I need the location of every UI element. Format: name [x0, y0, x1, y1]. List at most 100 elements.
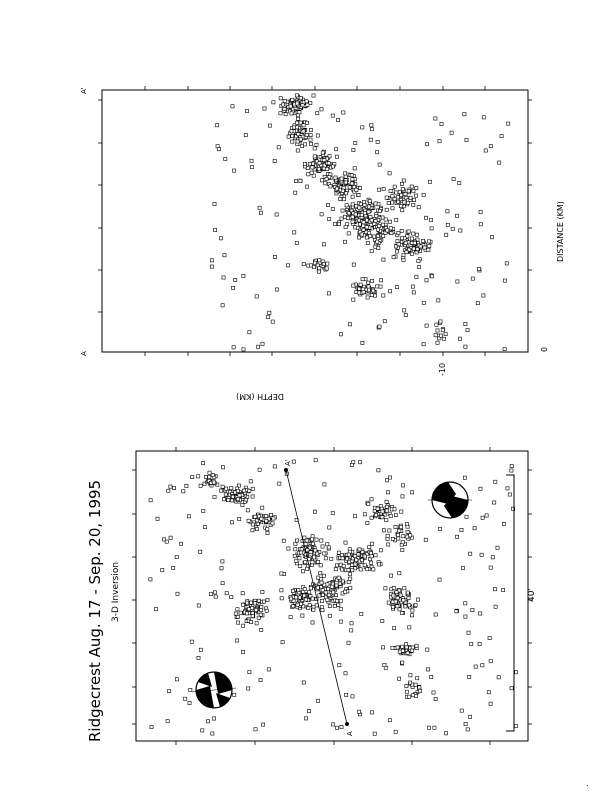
map-event-point — [258, 678, 263, 682]
section-event-point — [375, 284, 380, 289]
map-event-point — [165, 719, 170, 724]
section-event-point — [377, 209, 382, 213]
section-event-point — [296, 116, 300, 121]
map-event-point — [261, 599, 266, 604]
section-event-point — [292, 230, 297, 235]
section-event-point — [324, 266, 329, 271]
map-event-point — [223, 492, 228, 497]
map-event-point — [384, 499, 389, 504]
map-event-point — [469, 642, 474, 646]
map-event-point — [346, 640, 351, 645]
section-event-point — [319, 107, 324, 112]
section-event-point — [396, 199, 401, 204]
map-event-point — [318, 563, 323, 568]
map-event-point — [265, 527, 270, 532]
section-event-point — [290, 134, 295, 139]
section-event-point — [335, 186, 339, 191]
map-event-point — [327, 525, 332, 530]
section-event-point — [394, 190, 399, 195]
map-event-point — [196, 655, 201, 660]
section-event-point — [366, 209, 371, 214]
map-event-point — [280, 640, 285, 645]
section-event-point — [490, 235, 494, 240]
map-event-point — [246, 686, 251, 691]
map-event-point — [378, 548, 383, 553]
map-event-point — [353, 554, 358, 558]
section-event-point — [278, 111, 283, 116]
map-event-point — [501, 521, 506, 526]
section-event-point — [313, 260, 317, 265]
map-event-point — [370, 710, 374, 715]
section-event-point — [241, 273, 246, 278]
section-event-point — [320, 150, 325, 155]
map-event-point — [374, 513, 378, 517]
section-event-point — [410, 284, 415, 289]
section-event-point — [344, 203, 349, 208]
map-event-point — [400, 648, 405, 653]
map-event-point — [261, 722, 266, 727]
map-event-point — [404, 689, 409, 694]
map-event-point — [255, 521, 260, 526]
section-event-point — [369, 249, 374, 253]
section-event-point — [377, 324, 382, 329]
section-event-point — [359, 232, 364, 237]
section-event-point — [392, 184, 397, 189]
map-event-point — [345, 556, 350, 561]
map-event-point — [210, 473, 215, 477]
map-event-point — [370, 541, 375, 546]
map-event-point — [495, 545, 500, 550]
section-event-point — [429, 218, 433, 222]
section-event-point — [311, 93, 316, 98]
map-event-point — [338, 606, 343, 611]
map-event-point — [209, 592, 213, 597]
section-event-point — [283, 112, 288, 117]
map-event-point — [253, 727, 258, 732]
section-event-point — [286, 134, 291, 139]
map-event-point — [407, 625, 412, 630]
section-end-a-prime: A' — [80, 87, 88, 94]
map-event-point — [487, 636, 492, 641]
map-event-point — [196, 603, 201, 608]
map-frame — [135, 450, 529, 742]
map-event-point — [337, 581, 342, 586]
section-event-point — [339, 332, 343, 337]
section-event-point — [343, 180, 348, 185]
section-event-point — [344, 191, 349, 196]
map-event-point — [235, 607, 240, 612]
map-event-point — [403, 600, 408, 605]
map-event-point — [346, 552, 351, 557]
map-event-point — [429, 675, 434, 679]
section-event-point — [502, 347, 507, 352]
map-event-point — [401, 534, 406, 539]
map-event-point — [220, 559, 225, 564]
focal-mechanism-lower-beachball — [191, 671, 237, 709]
section-event-point — [369, 127, 374, 132]
map-event-point — [366, 502, 371, 507]
map-event-point — [388, 513, 393, 518]
section-event-point — [421, 300, 426, 305]
map-event-point — [501, 588, 506, 592]
section-event-point — [424, 215, 428, 220]
section-event-point — [455, 213, 459, 218]
map-event-point — [330, 584, 335, 589]
map-event-point — [258, 612, 263, 617]
map-event-point — [264, 519, 269, 523]
section-event-point — [315, 111, 320, 116]
map-event-point — [241, 602, 246, 607]
section-event-point — [301, 123, 306, 128]
map-event-point — [493, 479, 498, 484]
map-event-point — [207, 470, 212, 475]
map-event-point — [250, 528, 255, 533]
section-event-point — [282, 99, 287, 103]
section-event-point — [312, 265, 316, 269]
section-event-point — [312, 146, 317, 151]
map-event-point — [459, 708, 464, 713]
map-event-point — [385, 504, 389, 509]
section-event-point — [404, 250, 409, 254]
section-event-point — [414, 274, 419, 279]
section-event-point — [443, 332, 448, 337]
map-event-point — [402, 586, 407, 591]
section-event-point — [326, 203, 330, 208]
map-event-point — [171, 565, 176, 570]
section-event-point — [375, 239, 380, 244]
